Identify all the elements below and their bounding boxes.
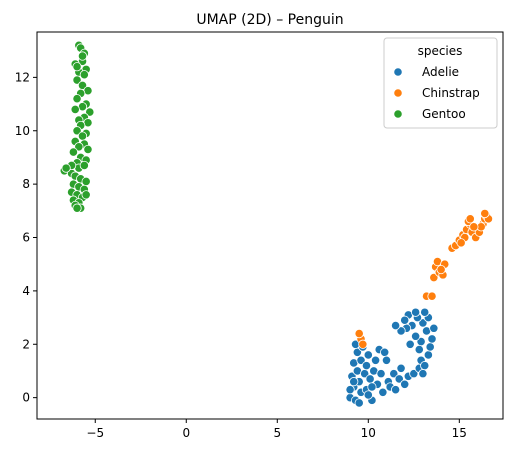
legend-marker	[393, 109, 403, 119]
data-point	[361, 361, 372, 371]
series-chinstrap	[354, 208, 494, 349]
data-point	[365, 374, 375, 384]
legend-label: Adelie	[422, 65, 459, 79]
y-tick-label: 6	[22, 231, 30, 245]
data-point	[367, 382, 377, 392]
y-tick-label: 10	[15, 124, 30, 138]
data-point	[354, 328, 364, 339]
data-point	[376, 369, 386, 379]
legend-marker	[393, 88, 403, 98]
data-point	[356, 355, 366, 365]
legend-label: Gentoo	[422, 107, 466, 121]
data-point	[391, 385, 401, 395]
data-point	[400, 379, 410, 389]
data-point	[77, 131, 88, 141]
data-point	[70, 104, 80, 115]
data-point	[83, 144, 93, 155]
legend: species Adelie Chinstrap Gentoo	[383, 37, 498, 129]
y-axis: 0 2 4 6 8 10 12	[15, 70, 37, 405]
series-adelie	[345, 307, 439, 408]
data-point	[74, 142, 84, 152]
data-point	[411, 331, 421, 341]
data-point	[72, 203, 82, 213]
data-point	[396, 363, 406, 373]
x-tick-label: 0	[182, 426, 190, 440]
data-point	[363, 350, 373, 360]
x-tick-label: −5	[86, 426, 104, 440]
legend-marker	[393, 67, 403, 77]
data-point	[85, 107, 95, 117]
data-point	[79, 160, 89, 171]
data-point	[418, 318, 428, 328]
y-tick-label: 0	[22, 391, 30, 405]
data-point	[358, 339, 368, 349]
chart-title: UMAP (2D) – Penguin	[196, 12, 343, 28]
legend-box	[383, 37, 498, 129]
data-point	[400, 315, 410, 325]
data-point	[354, 398, 364, 408]
data-point	[429, 323, 439, 333]
data-point	[378, 387, 388, 397]
data-point	[68, 147, 79, 157]
data-point	[79, 70, 89, 80]
data-point	[72, 75, 82, 85]
data-point	[81, 190, 91, 200]
legend-label: Chinstrap	[422, 86, 480, 100]
data-point	[456, 238, 466, 248]
data-point	[409, 369, 419, 379]
data-point	[423, 350, 433, 360]
y-tick-label: 12	[15, 70, 30, 84]
data-point	[425, 342, 435, 352]
data-point	[436, 264, 446, 275]
data-point	[61, 163, 71, 173]
x-axis: −5 0 5 10 15	[86, 419, 467, 440]
data-point	[469, 222, 479, 232]
data-point	[381, 355, 392, 365]
data-point	[370, 355, 381, 365]
data-point	[349, 377, 359, 387]
data-point	[429, 272, 439, 283]
legend-items: Adelie Chinstrap Gentoo	[393, 65, 480, 121]
data-point	[418, 369, 428, 379]
y-tick-label: 2	[22, 337, 30, 351]
data-point	[380, 347, 390, 357]
series-gentoo	[59, 40, 95, 213]
data-point	[411, 307, 421, 317]
x-tick-label: 10	[361, 426, 376, 440]
data-point	[405, 339, 415, 349]
data-point	[345, 385, 355, 395]
data-point	[427, 334, 437, 344]
data-point	[480, 208, 490, 219]
legend-title: species	[418, 44, 463, 58]
data-point	[420, 307, 430, 317]
data-point	[394, 374, 404, 384]
y-tick-label: 8	[22, 177, 30, 191]
x-tick-label: 15	[452, 426, 467, 440]
data-point	[420, 361, 430, 371]
data-point	[77, 51, 88, 61]
data-point	[389, 369, 399, 379]
data-point	[427, 291, 437, 301]
data-point	[391, 320, 401, 331]
x-tick-label: 5	[273, 426, 281, 440]
data-point	[465, 214, 475, 224]
data-point	[396, 326, 406, 336]
y-tick-label: 4	[22, 284, 30, 298]
scatter-points	[59, 40, 494, 408]
data-point	[81, 176, 91, 187]
data-point	[414, 345, 424, 355]
data-point	[72, 62, 82, 72]
data-point	[72, 94, 82, 104]
data-point	[363, 390, 373, 400]
data-point	[72, 126, 82, 136]
